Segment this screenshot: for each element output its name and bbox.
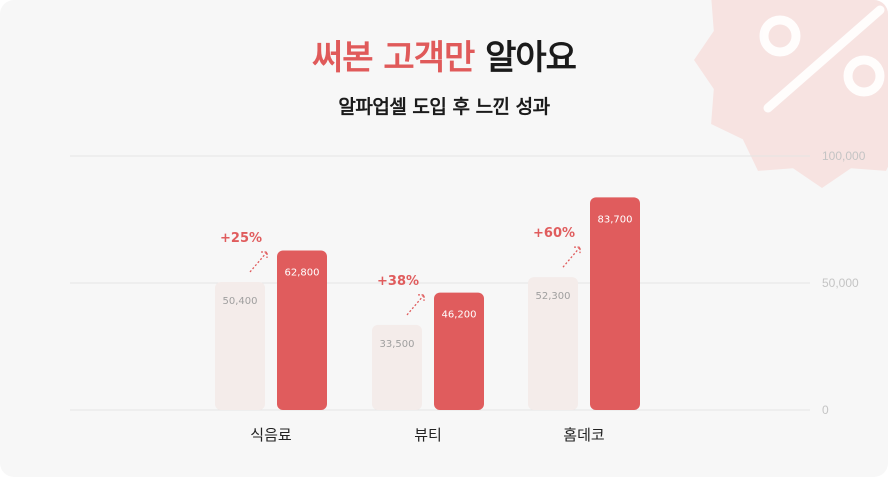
growth-arrow-head	[574, 246, 581, 254]
x-tick-label: 홈데코	[563, 426, 604, 444]
bar-before	[372, 324, 422, 410]
page-title: 써본 고객만 알아요	[0, 30, 888, 79]
x-tick-label: 뷰티	[414, 426, 442, 444]
growth-label: +38%	[377, 274, 419, 289]
growth-label: +25%	[220, 231, 262, 246]
value-label-before: 52,300	[536, 291, 571, 302]
bar-after	[590, 197, 640, 410]
growth-arrow-head	[261, 251, 268, 258]
page-subtitle: 알파업셀 도입 후 느낀 성과	[338, 96, 550, 118]
value-label-after: 62,800	[285, 267, 320, 278]
bar-after	[277, 250, 327, 410]
y-tick-label: 50,000	[822, 276, 859, 290]
value-label-after: 83,700	[598, 214, 633, 225]
growth-arrow-line	[249, 251, 268, 273]
growth-arrow-head	[418, 294, 425, 301]
value-label-before: 50,400	[223, 296, 258, 307]
bar-after	[434, 292, 484, 410]
growth-arrow-line	[406, 294, 425, 316]
y-tick-label: 100,000	[822, 149, 866, 163]
bar-before	[215, 281, 265, 410]
title-highlight: 써본 고객만	[312, 38, 475, 78]
x-tick-label: 식음료	[250, 426, 292, 444]
growth-label: +60%	[533, 226, 575, 241]
growth-arrow-line	[562, 246, 581, 268]
title-rest: 알아요	[474, 38, 577, 78]
y-tick-label: 0	[822, 403, 829, 417]
value-label-after: 46,200	[442, 310, 477, 321]
bar-before	[528, 277, 578, 410]
value-label-before: 33,500	[380, 339, 415, 350]
